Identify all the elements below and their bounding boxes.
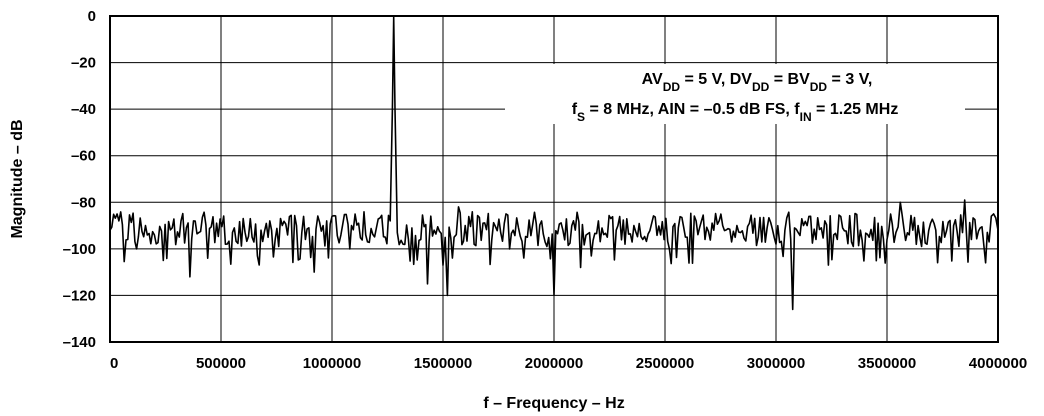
y-axis-title: Magnitude – dB <box>9 119 26 238</box>
x-tick-label: 0 <box>110 355 118 372</box>
y-tick-label: –40 <box>71 101 96 118</box>
x-tick-label: 3000000 <box>747 355 805 372</box>
x-tick-labels: 0 500000 1000000 1500000 2000000 2500000 30000… <box>110 355 1027 372</box>
spectrum-line <box>109 16 999 311</box>
plot-frame <box>109 15 999 343</box>
x-tick-label: 4000000 <box>969 355 1027 372</box>
annotation-line-2: fS = 8 MHz, AIN = –0.5 dB FS, fIN = 1.25… <box>572 101 899 124</box>
y-tick-label: 0 <box>88 8 96 25</box>
x-axis-title: f – Frequency – Hz <box>483 395 624 412</box>
y-tick-label: –80 <box>71 194 96 211</box>
y-tick-label: –120 <box>63 287 96 304</box>
y-tick-label: –20 <box>71 55 96 72</box>
x-tick-label: 500000 <box>196 355 246 372</box>
x-tick-label: 2500000 <box>636 355 694 372</box>
x-tick-label: 1500000 <box>414 355 472 372</box>
x-tick-label: 2000000 <box>525 355 583 372</box>
series-group <box>109 16 999 311</box>
x-tick-label: 1000000 <box>303 355 361 372</box>
y-tick-label: –140 <box>63 334 96 351</box>
annotation-line-1: AVDD = 5 V, DVDD = BVDD = 3 V, <box>642 71 873 94</box>
y-tick-label: –60 <box>71 148 96 165</box>
annotation-background <box>505 64 965 124</box>
x-tick-label: 3500000 <box>858 355 916 372</box>
y-tick-label: –100 <box>63 241 96 258</box>
y-tick-labels: 0 –20 –40 –60 –80 –100 –120 –140 <box>63 8 96 351</box>
